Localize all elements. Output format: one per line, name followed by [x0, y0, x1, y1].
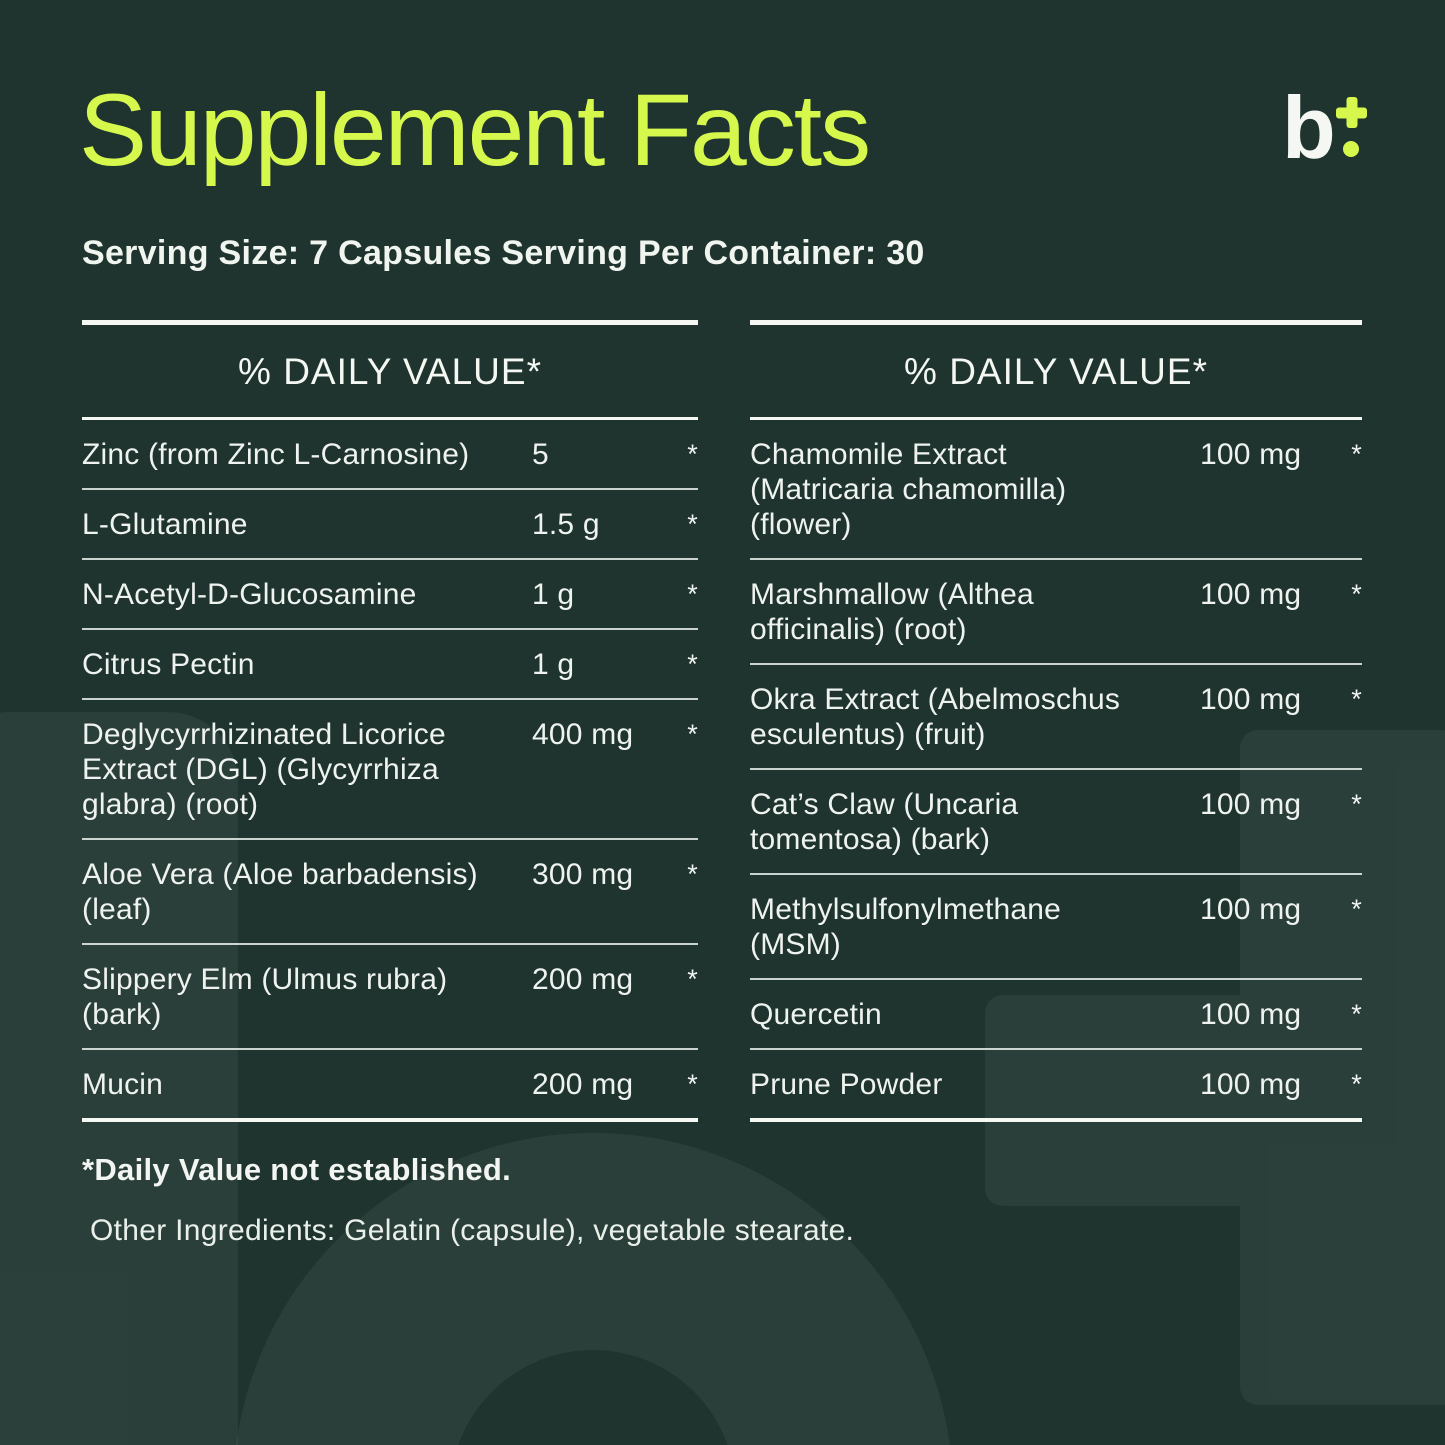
ingredient-name: Chamomile Extract (Matricaria chamomilla… — [750, 438, 1067, 541]
daily-value-header: % DAILY VALUE* — [82, 325, 698, 420]
daily-value-asterisk: * — [1351, 579, 1362, 609]
daily-value-asterisk: * — [687, 859, 698, 889]
daily-value-asterisk: * — [1351, 684, 1362, 714]
table-row: Prune Powder 100 mg * — [750, 1050, 1362, 1118]
table-row: Aloe Vera (Aloe barbadensis) (leaf) 300 … — [82, 840, 698, 945]
daily-value-asterisk: * — [1351, 789, 1362, 819]
daily-value-asterisk: * — [687, 439, 698, 469]
ingredient-amount: 100 mg — [1200, 788, 1302, 821]
table-row: N-Acetyl-D-Glucosamine 1 g * — [82, 560, 698, 630]
brand-watermark-plus-bar — [1240, 730, 1445, 1405]
table-row: Citrus Pectin 1 g * — [82, 630, 698, 700]
page-title: Supplement Facts — [79, 73, 871, 187]
ingredient-amount: 300 mg — [532, 858, 634, 891]
dot-icon — [1343, 141, 1359, 157]
ingredient-name: Zinc (from Zinc L-Carnosine) — [82, 438, 470, 471]
table-row: Methylsulfonylmethane (MSM) 100 mg * — [750, 875, 1362, 980]
ingredient-name: Mucin — [82, 1068, 164, 1101]
table-row: Mucin 200 mg * — [82, 1050, 698, 1118]
ingredient-amount: 100 mg — [1200, 998, 1302, 1031]
table-row: Deglycyrrhizinated Licorice Extract (DGL… — [82, 700, 698, 840]
daily-value-asterisk: * — [687, 579, 698, 609]
plus-icon — [1336, 97, 1367, 128]
footnote-daily-value: *Daily Value not established. — [82, 1152, 512, 1187]
ingredient-name: Okra Extract (Abelmoschus esculentus) (f… — [750, 683, 1121, 751]
brand-watermark-plus-arm — [985, 995, 1240, 1206]
ingredient-amount: 100 mg — [1200, 893, 1302, 926]
ingredient-amount: 1.5 g — [532, 508, 600, 541]
daily-value-asterisk: * — [687, 1069, 698, 1099]
brand-logo: b — [1282, 84, 1402, 184]
ingredient-amount: 400 mg — [532, 718, 634, 751]
ingredient-name: Slippery Elm (Ulmus rubra) (bark) — [82, 963, 448, 1031]
ingredient-name: Cat’s Claw (Uncaria tomentosa) (bark) — [750, 788, 1019, 856]
ingredient-amount: 200 mg — [532, 1068, 634, 1101]
ingredient-amount: 200 mg — [532, 963, 634, 996]
ingredient-name: Citrus Pectin — [82, 648, 255, 681]
ingredient-name: L-Glutamine — [82, 508, 248, 541]
ingredient-name: Aloe Vera (Aloe barbadensis) (leaf) — [82, 858, 478, 926]
footnote-other-ingredients: Other Ingredients: Gelatin (capsule), ve… — [90, 1214, 855, 1247]
daily-value-asterisk: * — [687, 964, 698, 994]
ingredient-amount: 100 mg — [1200, 683, 1302, 716]
daily-value-asterisk: * — [687, 719, 698, 749]
table-row: Slippery Elm (Ulmus rubra) (bark) 200 mg… — [82, 945, 698, 1050]
ingredient-amount: 1 g — [532, 578, 575, 611]
daily-value-asterisk: * — [687, 649, 698, 679]
ingredient-name: Marshmallow (Althea officinalis) (root) — [750, 578, 1034, 646]
table-row: Cat’s Claw (Uncaria tomentosa) (bark) 10… — [750, 770, 1362, 875]
ingredient-amount: 100 mg — [1200, 578, 1302, 611]
ingredient-name: Quercetin — [750, 998, 882, 1031]
nutrition-table-right: % DAILY VALUE* Chamomile Extract (Matric… — [750, 320, 1362, 1122]
ingredient-name: Methylsulfonylmethane (MSM) — [750, 893, 1062, 961]
table-row: Okra Extract (Abelmoschus esculentus) (f… — [750, 665, 1362, 770]
daily-value-asterisk: * — [1351, 1069, 1362, 1099]
ingredient-name: Deglycyrrhizinated Licorice Extract (DGL… — [82, 718, 446, 821]
nutrition-table-left: % DAILY VALUE* Zinc (from Zinc L-Carnosi… — [82, 320, 698, 1122]
logo-letter: b — [1282, 78, 1336, 177]
ingredient-amount: 1 g — [532, 648, 575, 681]
ingredient-amount: 100 mg — [1200, 438, 1302, 471]
table-row: Zinc (from Zinc L-Carnosine) 5 * — [82, 420, 698, 490]
ingredient-amount: 100 mg — [1200, 1068, 1302, 1101]
table-row: Chamomile Extract (Matricaria chamomilla… — [750, 420, 1362, 560]
brand-watermark-stem — [0, 712, 238, 1445]
daily-value-asterisk: * — [1351, 894, 1362, 924]
serving-info: Serving Size: 7 Capsules Serving Per Con… — [82, 234, 925, 272]
daily-value-asterisk: * — [687, 509, 698, 539]
ingredient-amount: 5 — [532, 438, 549, 471]
table-row: Marshmallow (Althea officinalis) (root) … — [750, 560, 1362, 665]
ingredient-name: Prune Powder — [750, 1068, 943, 1101]
table-row: L-Glutamine 1.5 g * — [82, 490, 698, 560]
daily-value-asterisk: * — [1351, 999, 1362, 1029]
daily-value-header: % DAILY VALUE* — [750, 325, 1362, 420]
daily-value-asterisk: * — [1351, 439, 1362, 469]
table-row: Quercetin 100 mg * — [750, 980, 1362, 1050]
ingredient-name: N-Acetyl-D-Glucosamine — [82, 578, 417, 611]
